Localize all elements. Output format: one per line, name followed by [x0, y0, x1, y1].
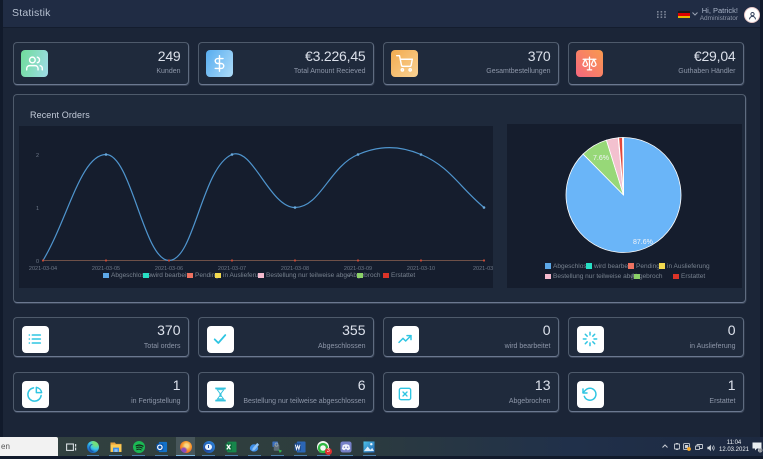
svg-text:2021-03: 2021-03 [473, 266, 493, 272]
svg-text:1: 1 [36, 206, 39, 212]
svg-text:2021-03-05: 2021-03-05 [92, 266, 120, 272]
svg-text:2: 2 [36, 153, 39, 159]
svg-text:19: 19 [758, 449, 762, 453]
svg-text:0: 0 [36, 259, 39, 265]
svg-text:2021-03-08: 2021-03-08 [281, 266, 309, 272]
svg-text:87.6%: 87.6% [633, 239, 653, 246]
svg-text:2021-03-06: 2021-03-06 [155, 266, 183, 272]
svg-text:7.6%: 7.6% [593, 155, 609, 162]
svg-text:2021-03-04: 2021-03-04 [29, 266, 57, 272]
svg-text:2021-03-07: 2021-03-07 [218, 266, 246, 272]
svg-text:2021-03-10: 2021-03-10 [407, 266, 435, 272]
svg-text:2021-03-09: 2021-03-09 [344, 266, 372, 272]
